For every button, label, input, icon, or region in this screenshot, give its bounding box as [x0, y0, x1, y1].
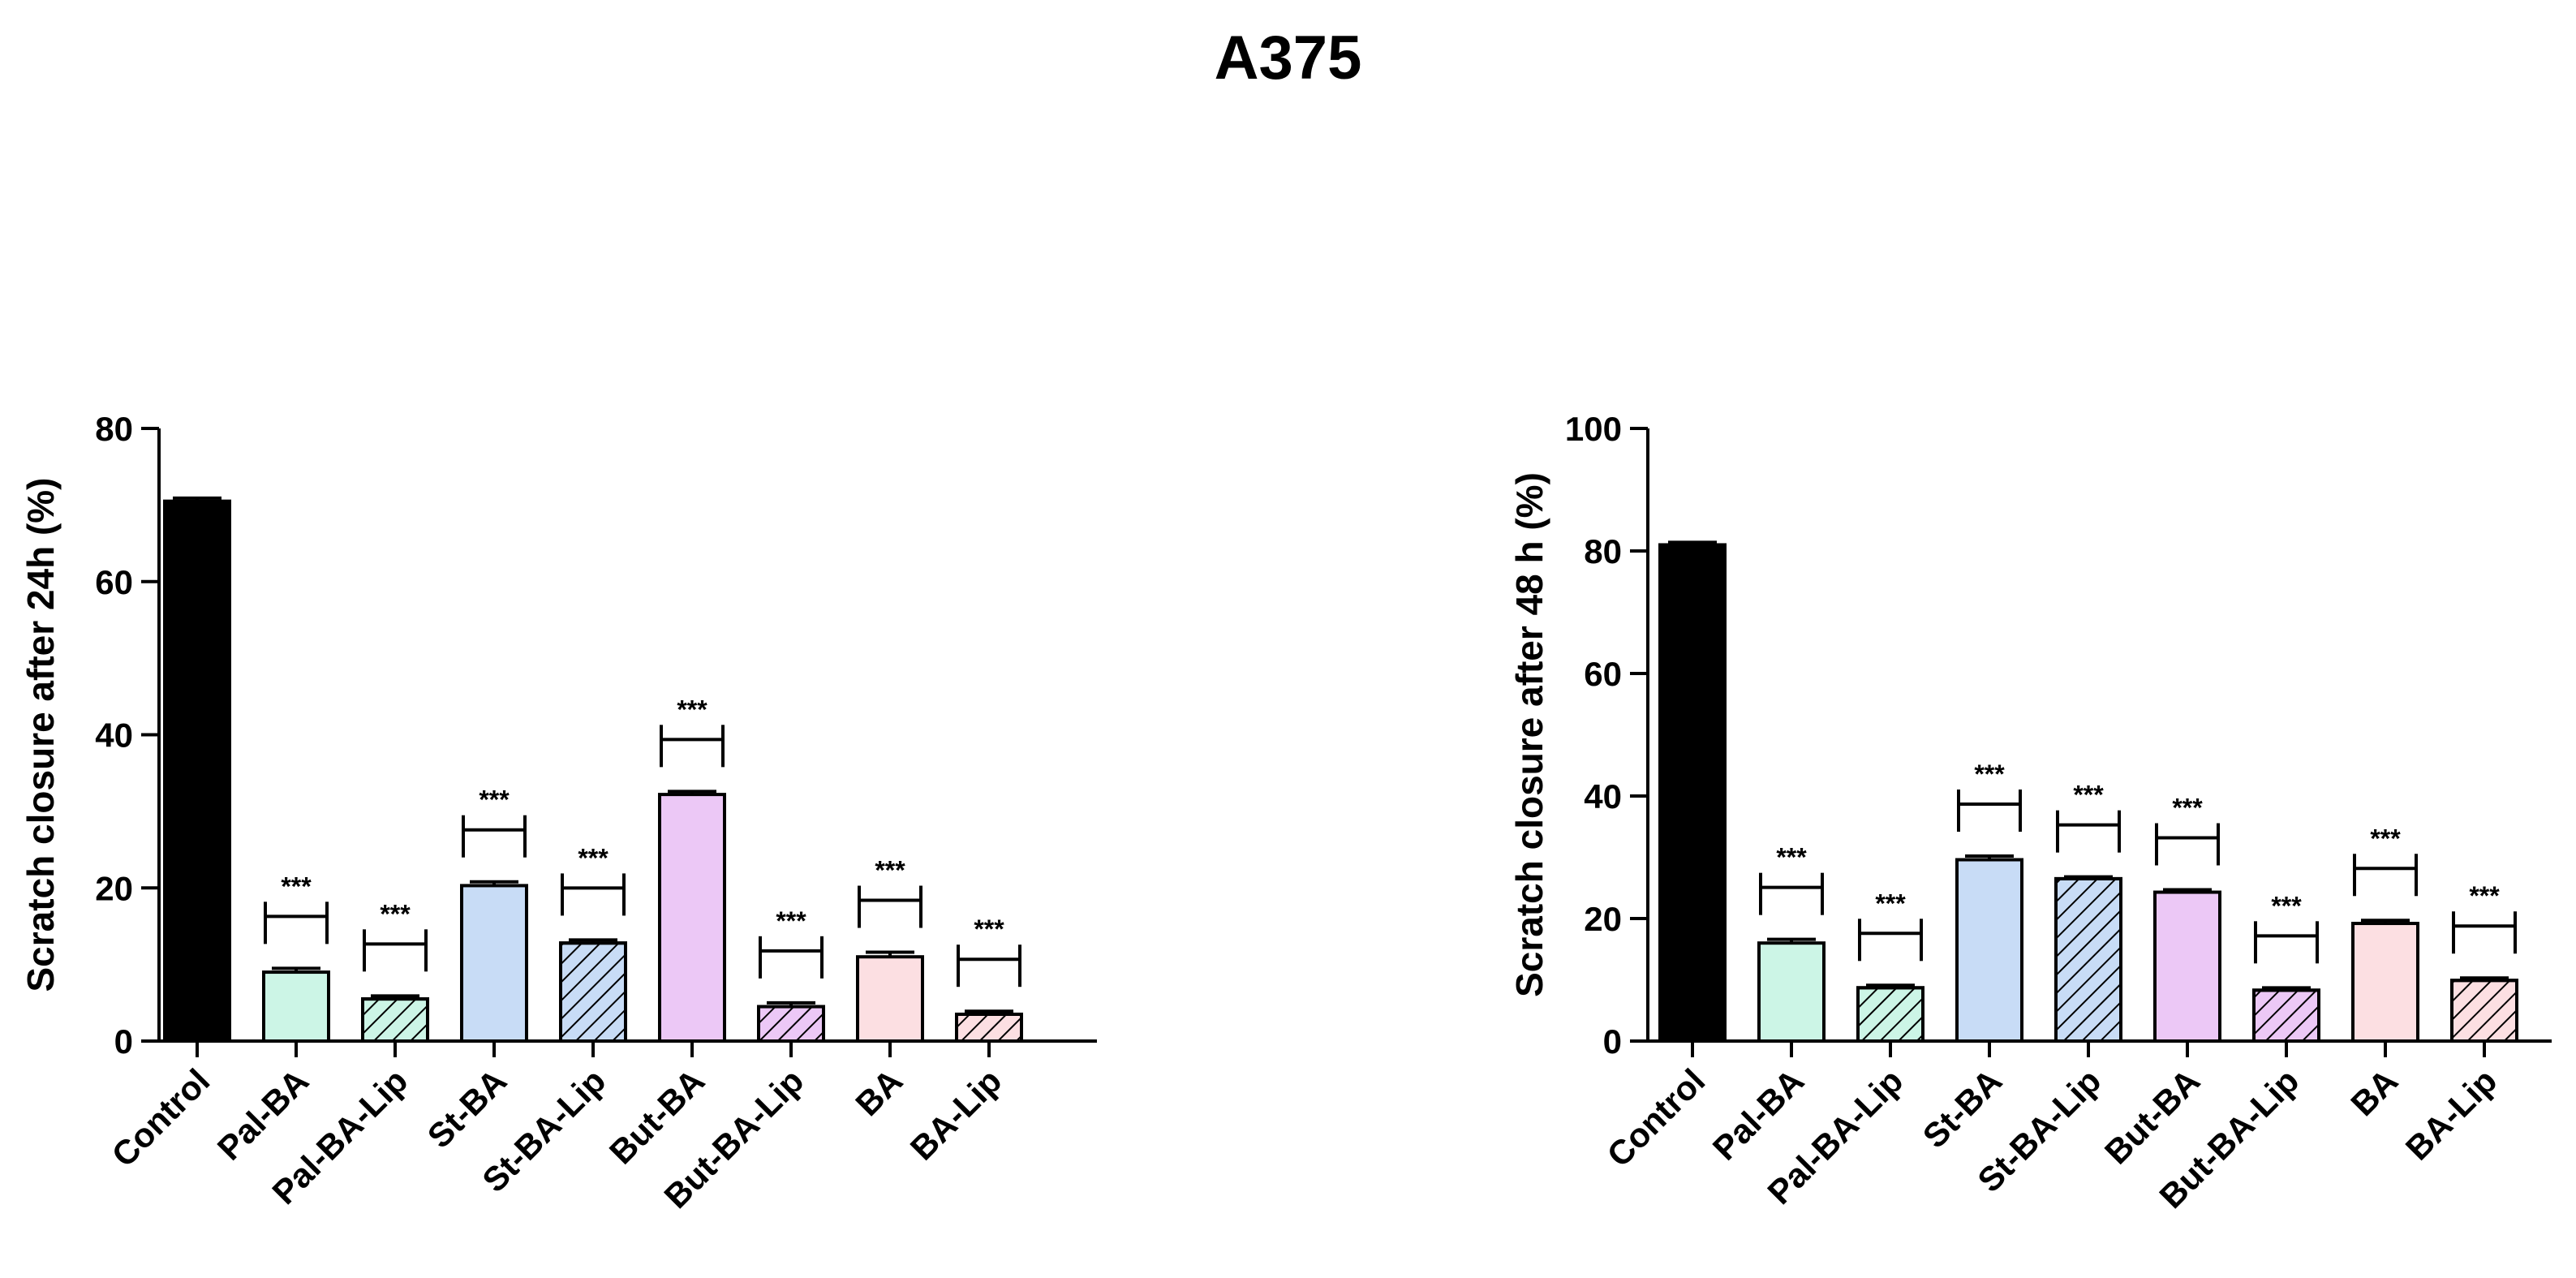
x-tick-label: St-BA — [420, 1061, 514, 1155]
significance-stars: *** — [2469, 881, 2500, 910]
y-tick-label: 60 — [95, 563, 133, 601]
x-tick-label: BA-Lip — [2398, 1061, 2505, 1168]
significance-stars: *** — [1875, 889, 1906, 918]
significance-stars: *** — [2271, 891, 2302, 920]
significance-stars: *** — [776, 906, 806, 936]
y-tick-label: 40 — [1584, 777, 1622, 815]
bar-hatch-but-ba-lip — [2252, 988, 2320, 1043]
x-tick-label: BA — [2343, 1061, 2405, 1123]
y-tick-label: 0 — [1603, 1022, 1622, 1061]
significance-stars: *** — [1776, 843, 1807, 872]
significance-stars: *** — [2172, 794, 2203, 823]
bar-st-ba — [1955, 858, 2023, 1043]
significance-stars: *** — [578, 843, 609, 872]
figure-title: A375 — [1214, 24, 1362, 93]
significance-stars: *** — [281, 871, 312, 901]
chart-48h: Scratch closure after 48 h (%) 0 20 40 60 80 1… — [1508, 410, 2552, 1216]
significance-stars: *** — [974, 914, 1004, 944]
significance-stars: *** — [2073, 781, 2104, 810]
bar-hatch-but-ba-lip — [757, 1005, 825, 1043]
bar-but-ba — [658, 793, 726, 1043]
y-tick-label: 80 — [1584, 532, 1622, 570]
significance-stars: *** — [677, 695, 707, 724]
y-axis-label: Scratch closure after 24h (%) — [19, 477, 62, 992]
bar-st-ba — [460, 884, 528, 1043]
y-tick-label: 100 — [1565, 410, 1622, 448]
y-tick-label: 60 — [1584, 655, 1622, 693]
bar-pal-ba — [262, 970, 330, 1043]
bar-control — [1658, 543, 1727, 1043]
bar-hatch-ba-lip — [2450, 979, 2518, 1043]
significance-stars: *** — [2370, 824, 2401, 853]
y-tick-label: 20 — [95, 869, 133, 907]
bar-hatch-st-ba-lip — [2054, 876, 2122, 1043]
significance-stars: *** — [1974, 759, 2005, 789]
x-tick-label: St-BA — [1916, 1061, 2010, 1155]
bar-hatch-st-ba-lip — [559, 941, 627, 1043]
bar-ba — [2351, 922, 2419, 1043]
significance-stars: *** — [875, 856, 905, 885]
x-tick-label: BA-Lip — [903, 1061, 1009, 1168]
bar-pal-ba — [1757, 941, 1826, 1043]
bar-ba — [856, 955, 924, 1043]
y-axis-label: Scratch closure after 48 h (%) — [1508, 472, 1550, 997]
x-tick-label: Control — [105, 1061, 217, 1174]
significance-stars: *** — [380, 899, 411, 928]
chart-24h: Scratch closure after 24h (%) 0 20 40 60 80 Co… — [19, 410, 1097, 1216]
y-tick-label: 20 — [1584, 900, 1622, 938]
bar-hatch-pal-ba-lip — [361, 997, 429, 1043]
x-tick-label: Control — [1600, 1061, 1713, 1174]
bar-control — [163, 499, 231, 1043]
y-tick-label: 40 — [95, 716, 133, 755]
y-tick-label: 80 — [95, 410, 133, 448]
significance-stars: *** — [479, 785, 510, 815]
bar-hatch-ba-lip — [955, 1012, 1023, 1043]
bar-but-ba — [2153, 890, 2221, 1043]
bar-hatch-pal-ba-lip — [1856, 986, 1924, 1043]
x-tick-label: BA — [848, 1061, 910, 1123]
y-tick-label: 0 — [114, 1022, 133, 1061]
